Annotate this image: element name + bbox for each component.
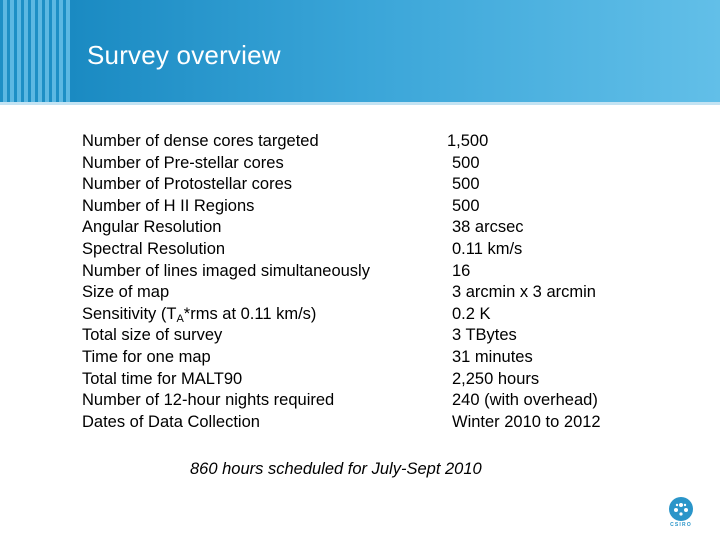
row-value: 3 TBytes <box>452 326 517 345</box>
header-stripes <box>0 0 70 102</box>
row-value: 500 <box>452 196 480 215</box>
row-label: Number of H II Regions <box>82 196 255 215</box>
row-value: 2,250 hours <box>452 369 540 388</box>
row-label: Number of Protostellar cores <box>82 175 292 194</box>
row-value: 0.2 K <box>452 304 491 323</box>
row-value: 1,500 <box>447 132 489 150</box>
row-label: Total time for MALT90 <box>82 369 243 388</box>
row-value: 16 <box>452 261 471 280</box>
header-banner <box>70 0 720 102</box>
row-value: 500 <box>452 175 480 194</box>
row-label: Size of map <box>82 283 170 302</box>
row-label: Number of 12-hour nights required <box>82 391 335 410</box>
header-divider <box>0 102 720 105</box>
label-text: Sensitivity (T <box>82 304 177 323</box>
schedule-note: 860 hours scheduled for July-Sept 2010 <box>190 460 482 478</box>
row-label: Spectral Resolution <box>82 239 226 258</box>
row-label: Dates of Data Collection <box>82 412 260 431</box>
row-value: 500 <box>452 153 480 172</box>
row-label: Angular Resolution <box>82 218 222 237</box>
row-label: Number of lines imaged simultaneously <box>82 261 370 280</box>
label-subscript: A <box>176 312 184 325</box>
row-value: 31 minutes <box>452 347 533 366</box>
row-label: Number of dense cores targeted <box>82 132 319 150</box>
row-label: Sensitivity (TA*rms at 0.11 km/s) <box>82 304 316 326</box>
row-value: 38 arcsec <box>452 218 524 237</box>
row-label: Total size of survey <box>82 326 223 345</box>
row-value: 0.11 km/s <box>452 239 523 258</box>
csiro-logo-icon <box>669 497 693 521</box>
row-label: Time for one map <box>82 347 211 366</box>
row-label: Number of Pre-stellar cores <box>82 153 284 172</box>
row-value: 3 arcmin x 3 arcmin <box>452 283 596 302</box>
csiro-logo-text: CSIRO <box>670 522 692 528</box>
slide-title: Survey overview <box>87 40 281 70</box>
row-value: Winter 2010 to 2012 <box>452 412 601 431</box>
row-value: 240 (with overhead) <box>452 391 598 410</box>
csiro-logo: CSIRO <box>668 496 694 530</box>
label-text: *rms at 0.11 km/s) <box>183 304 317 323</box>
